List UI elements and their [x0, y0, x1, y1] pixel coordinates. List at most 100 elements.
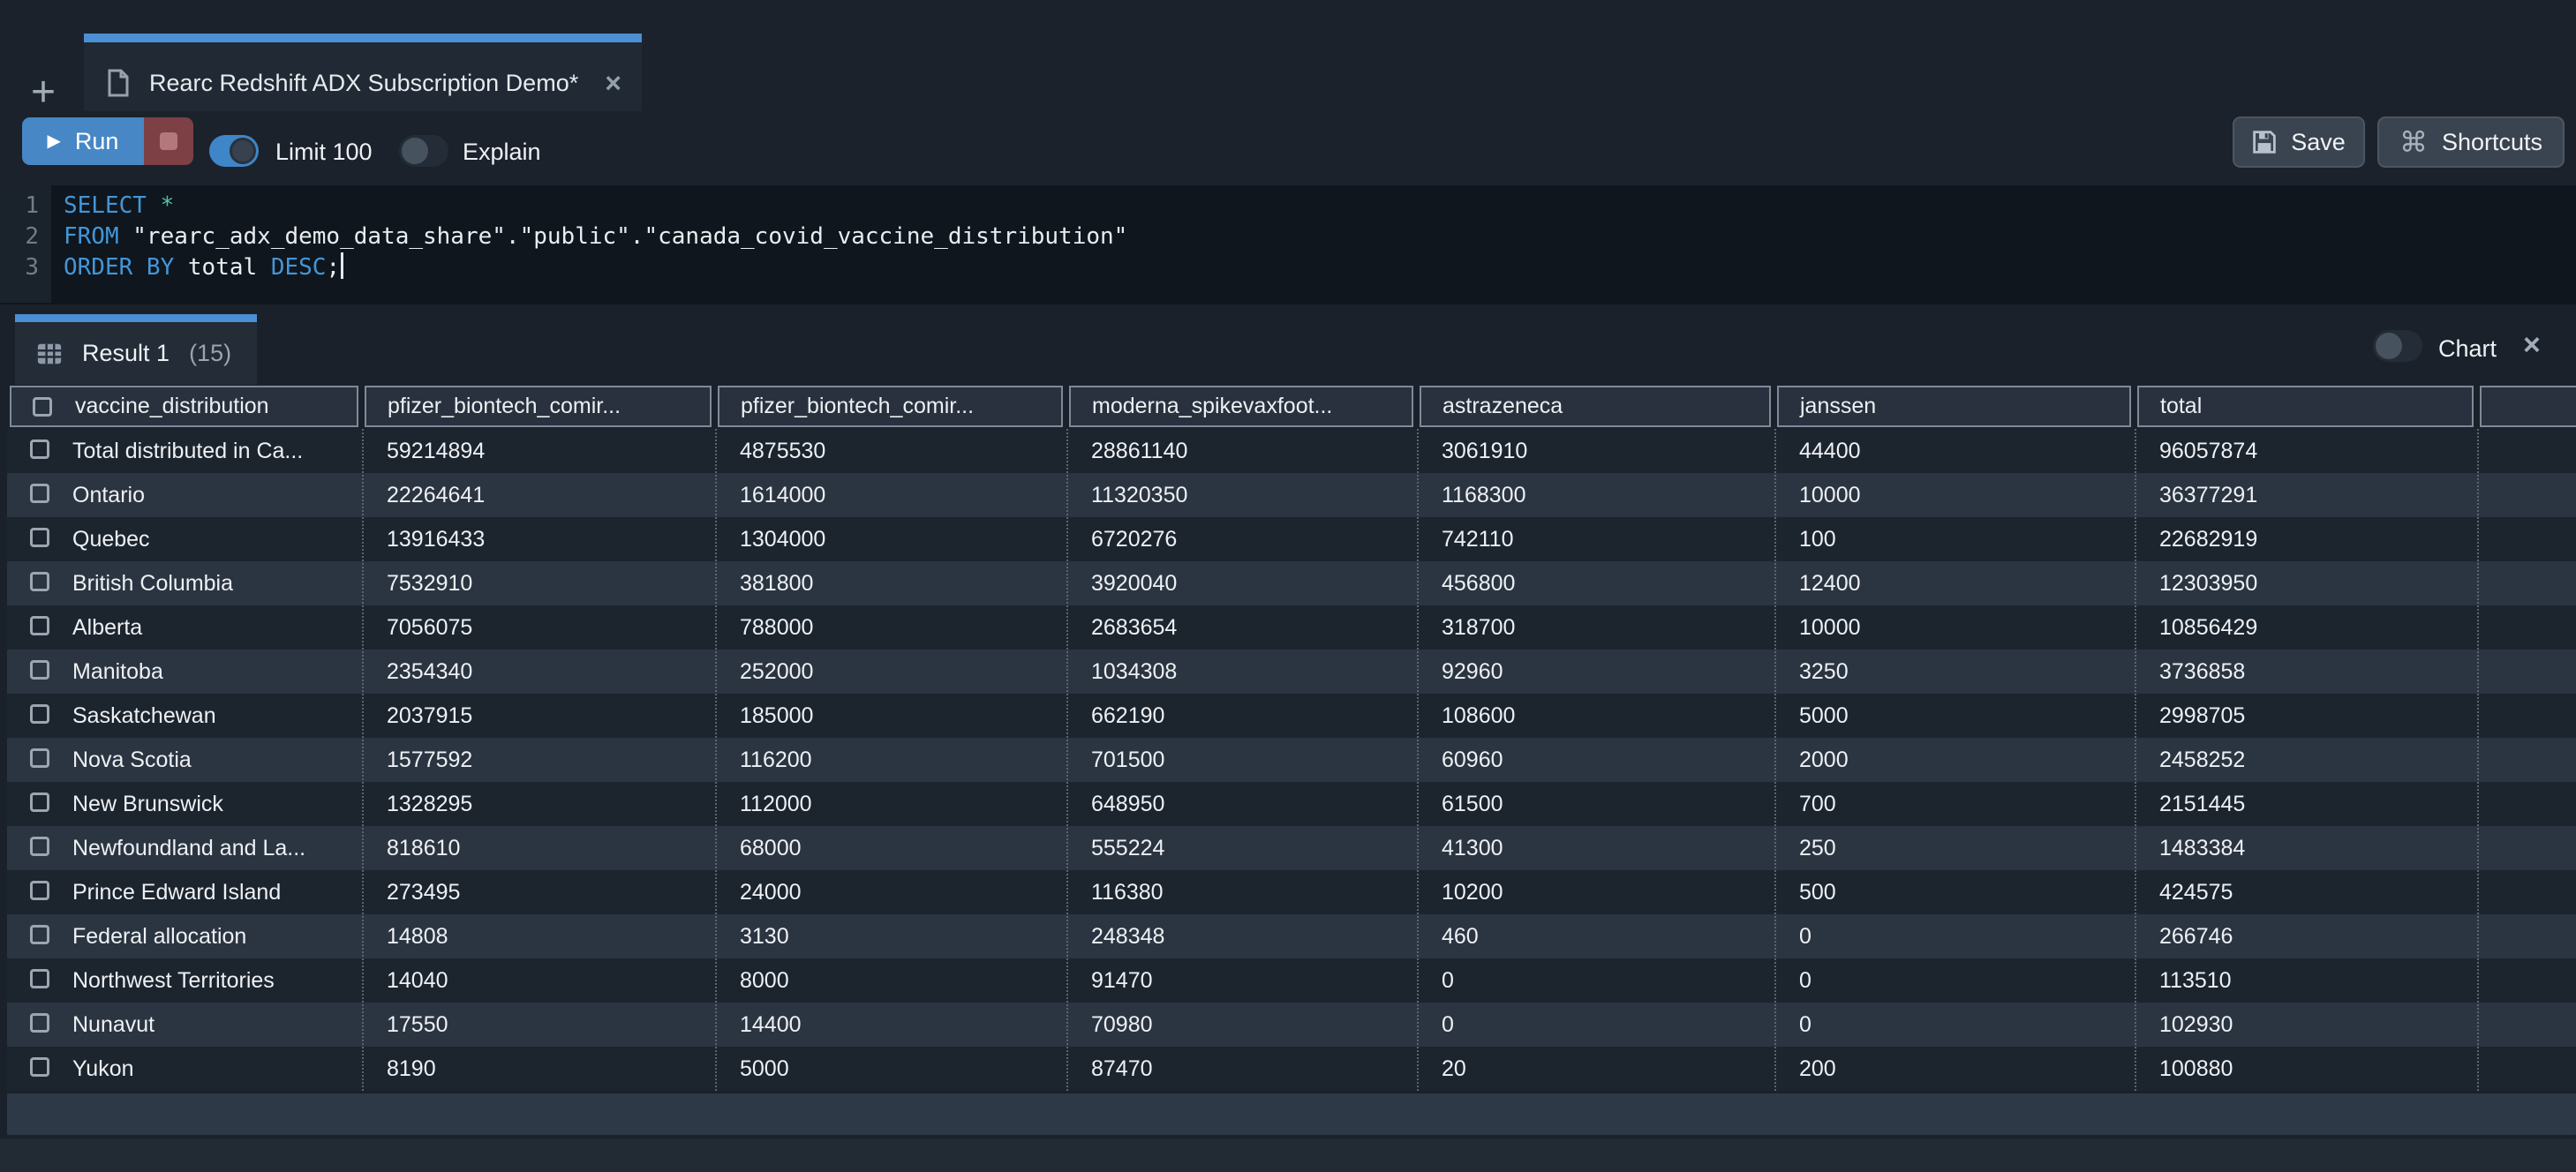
table-row[interactable]: Ontario 22264641 1614000 11320350 1168300 100…	[7, 473, 2576, 517]
table-row[interactable]: Federal allocation 14808 3130 248348 460 0 266…	[7, 914, 2576, 958]
table-row[interactable]: British Columbia 7532910 381800 3920040 4568…	[7, 561, 2576, 605]
horizontal-scrollbar[interactable]	[7, 1093, 2576, 1135]
column-separator	[1417, 429, 1419, 1091]
row-label-cell: Total distributed in Ca...	[72, 439, 304, 463]
data-cell: 10200	[1442, 880, 1503, 905]
row-label-cell: British Columbia	[72, 571, 234, 596]
column-header-moderna-spikevaxfoot[interactable]: moderna_spikevaxfoot...	[1069, 386, 1413, 427]
data-cell: 0	[1442, 968, 1454, 993]
result-tab[interactable]: Result 1 (15)	[15, 314, 257, 385]
row-checkbox[interactable]	[30, 660, 49, 680]
row-checkbox[interactable]	[30, 616, 49, 635]
data-cell: 2998705	[2159, 703, 2246, 728]
column-header-overflow	[2480, 386, 2576, 427]
new-tab-button[interactable]: +	[23, 71, 64, 114]
data-cell: 500	[1799, 880, 1836, 905]
data-cell: 4875530	[740, 439, 826, 463]
data-cell: 818610	[387, 836, 461, 860]
run-label: Run	[74, 127, 119, 154]
data-cell: 102930	[2159, 1012, 2233, 1037]
column-header-pfizer-biontech-comir[interactable]: pfizer_biontech_comir...	[365, 386, 712, 427]
row-checkbox[interactable]	[30, 925, 49, 944]
row-label-cell: Yukon	[72, 1056, 134, 1081]
table-row[interactable]: Newfoundland and La... 818610 68000 555224 4…	[7, 826, 2576, 870]
column-header-total[interactable]: total	[2137, 386, 2474, 427]
row-checkbox[interactable]	[30, 484, 49, 503]
data-cell: 200	[1799, 1056, 1836, 1081]
column-header-vaccine-distribution[interactable]: vaccine_distribution	[10, 386, 358, 427]
stop-button[interactable]	[144, 117, 193, 165]
data-cell: 185000	[740, 703, 814, 728]
data-cell: 14400	[740, 1012, 802, 1037]
data-cell: 701500	[1091, 748, 1165, 772]
row-label-cell: Nunavut	[72, 1012, 155, 1037]
table-row[interactable]: Saskatchewan 2037915 185000 662190 108600 500…	[7, 694, 2576, 738]
column-separator	[2477, 429, 2479, 1091]
data-cell: 68000	[740, 836, 802, 860]
sql-token: FROM	[64, 223, 119, 250]
table-row[interactable]: New Brunswick 1328295 112000 648950 61500 700…	[7, 782, 2576, 826]
row-checkbox[interactable]	[30, 1057, 49, 1077]
document-icon	[107, 69, 130, 97]
data-cell: 1328295	[387, 792, 473, 816]
table-row[interactable]: Alberta 7056075 788000 2683654 318700 10000 10…	[7, 605, 2576, 650]
data-cell: 0	[1799, 968, 1811, 993]
results-close-icon[interactable]: ×	[2523, 328, 2541, 362]
chart-label: Chart	[2438, 335, 2497, 362]
table-body: Total distributed in Ca... 59214894 487553…	[7, 429, 2576, 1091]
data-cell: 92960	[1442, 659, 1503, 684]
table-row[interactable]: Nova Scotia 1577592 116200 701500 60960 2000 2…	[7, 738, 2576, 782]
column-header-astrazeneca[interactable]: astrazeneca	[1420, 386, 1771, 427]
row-checkbox[interactable]	[30, 1013, 49, 1033]
data-cell: 1577592	[387, 748, 473, 772]
row-checkbox[interactable]	[30, 704, 49, 724]
editor-tab[interactable]: Rearc Redshift ADX Subscription Demo* ×	[84, 34, 642, 111]
editor-gutter: 1 2 3	[0, 185, 51, 303]
data-cell: 1304000	[740, 527, 826, 552]
data-cell: 424575	[2159, 880, 2233, 905]
row-checkbox[interactable]	[30, 440, 49, 459]
data-cell: 381800	[740, 571, 814, 596]
table-row[interactable]: Total distributed in Ca... 59214894 487553…	[7, 429, 2576, 473]
table-row[interactable]: Prince Edward Island 273495 24000 116380 102…	[7, 870, 2576, 914]
shortcuts-label: Shortcuts	[2441, 128, 2543, 155]
row-checkbox[interactable]	[30, 837, 49, 856]
tab-close-icon[interactable]: ×	[605, 67, 621, 99]
row-checkbox[interactable]	[30, 881, 49, 900]
data-cell: 648950	[1091, 792, 1165, 816]
data-cell: 61500	[1442, 792, 1503, 816]
data-cell: 3061910	[1442, 439, 1528, 463]
row-checkbox[interactable]	[30, 793, 49, 812]
row-label-cell: Prince Edward Island	[72, 880, 282, 905]
editor-code[interactable]: SELECT * FROM "rearc_adx_demo_data_share"…	[64, 191, 1127, 283]
column-separator	[715, 429, 717, 1091]
row-label-cell: Newfoundland and La...	[72, 836, 306, 860]
save-button[interactable]: Save	[2233, 116, 2365, 168]
row-checkbox[interactable]	[30, 528, 49, 547]
column-header-janssen[interactable]: janssen	[1777, 386, 2131, 427]
shortcuts-button[interactable]: ⌘ Shortcuts	[2377, 116, 2565, 168]
code-line: SELECT *	[64, 191, 1127, 222]
run-button[interactable]: ▶ Run	[22, 117, 144, 165]
row-checkbox[interactable]	[30, 969, 49, 988]
row-checkbox[interactable]	[30, 572, 49, 591]
row-checkbox[interactable]	[30, 748, 49, 768]
table-row[interactable]: Nunavut 17550 14400 70980 0 0 102930	[7, 1003, 2576, 1047]
data-cell: 788000	[740, 615, 814, 640]
data-cell: 1483384	[2159, 836, 2246, 860]
table-row[interactable]: Northwest Territories 14040 8000 91470 0 0 113…	[7, 958, 2576, 1003]
column-header-pfizer-biontech-comir[interactable]: pfizer_biontech_comir...	[718, 386, 1063, 427]
chart-toggle[interactable]	[2373, 330, 2422, 362]
explain-toggle[interactable]	[399, 135, 448, 167]
table-row[interactable]: Quebec 13916433 1304000 6720276 742110 100 226…	[7, 517, 2576, 561]
row-label-cell: Alberta	[72, 615, 143, 640]
data-cell: 0	[1799, 1012, 1811, 1037]
limit-toggle[interactable]	[209, 135, 259, 167]
stop-icon	[160, 132, 177, 150]
table-row[interactable]: Yukon 8190 5000 87470 20 200 100880	[7, 1047, 2576, 1091]
select-all-checkbox[interactable]	[33, 396, 52, 417]
table-row[interactable]: Manitoba 2354340 252000 1034308 92960 3250 373…	[7, 650, 2576, 694]
tab-title: Rearc Redshift ADX Subscription Demo*	[149, 69, 579, 96]
data-cell: 7056075	[387, 615, 473, 640]
